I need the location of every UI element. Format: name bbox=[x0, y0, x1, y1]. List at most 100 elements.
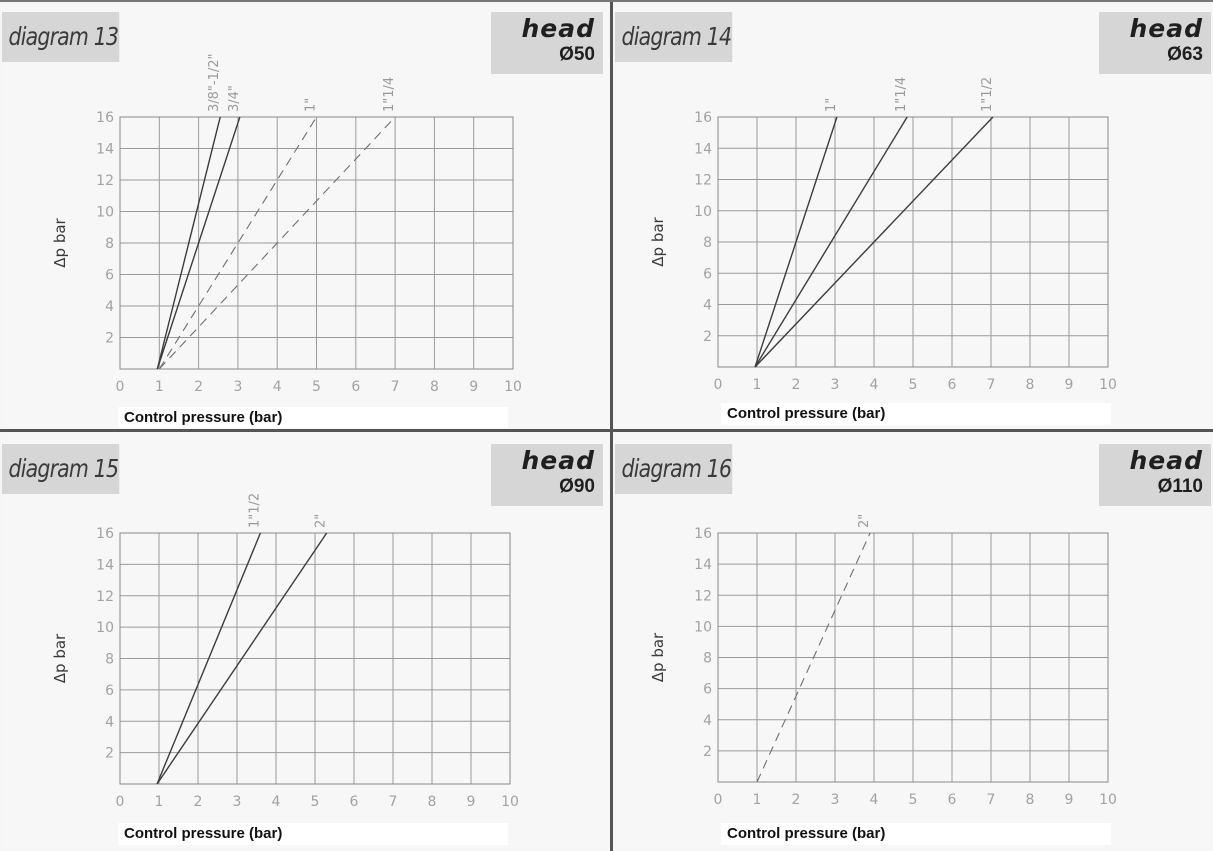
y-tick-label: 12 bbox=[96, 589, 114, 605]
x-tick-label: 4 bbox=[272, 794, 281, 810]
x-tick-label: 3 bbox=[831, 377, 840, 393]
head-word: head bbox=[521, 446, 595, 475]
x-tick-label: 7 bbox=[391, 379, 400, 395]
y-tick-label: 6 bbox=[105, 268, 114, 284]
y-axis-label: Δp bar bbox=[649, 632, 667, 682]
y-tick-label: 10 bbox=[96, 620, 114, 636]
y-tick-label: 16 bbox=[96, 526, 114, 542]
y-tick-label: 4 bbox=[703, 298, 712, 314]
x-tick-label: 10 bbox=[501, 794, 519, 810]
diagram-14-panel: diagram 14 head Ø63 0 1 2 3 4 5 6 7 8 9 10 2 4 6 8 10 12… bbox=[615, 2, 1211, 428]
x-tick-label: 1 bbox=[753, 377, 762, 393]
y-tick-label: 10 bbox=[96, 205, 114, 221]
y-tick-label: 14 bbox=[694, 141, 712, 157]
x-tick-label: 2 bbox=[792, 377, 801, 393]
y-tick-label: 14 bbox=[96, 557, 114, 573]
x-tick-label: 2 bbox=[194, 379, 203, 395]
series-label: 1"1/2 bbox=[980, 77, 995, 112]
series-line bbox=[156, 532, 262, 785]
head-word: head bbox=[1129, 14, 1203, 43]
diagram-13-panel: diagram 13 head Ø50 0 1 2 3 4 5 6 7 8 9 10 2 4 6 8 10 12… bbox=[2, 2, 609, 428]
x-tick-label: 8 bbox=[430, 379, 439, 395]
x-tick-label: 3 bbox=[233, 379, 242, 395]
x-tick-label: 3 bbox=[233, 794, 242, 810]
series-label: 2" bbox=[314, 514, 329, 528]
head-word: head bbox=[1129, 446, 1203, 475]
x-tick-label: 2 bbox=[792, 792, 801, 808]
x-tick-label: 6 bbox=[350, 794, 359, 810]
x-tick-label: 4 bbox=[273, 379, 282, 395]
y-tick-label: 16 bbox=[694, 526, 712, 542]
x-tick-label: 2 bbox=[194, 794, 203, 810]
y-tick-label: 2 bbox=[105, 746, 114, 762]
x-tick-label: 5 bbox=[311, 794, 320, 810]
x-tick-label: 9 bbox=[469, 379, 478, 395]
x-axis-label: Control pressure (bar) bbox=[721, 823, 1111, 845]
series-label: 2" bbox=[857, 514, 872, 528]
x-tick-label: 9 bbox=[1065, 792, 1074, 808]
x-tick-label: 5 bbox=[312, 379, 321, 395]
x-tick-label: 9 bbox=[467, 794, 476, 810]
series-label: 1"1/2 bbox=[247, 493, 262, 528]
x-axis-label: Control pressure (bar) bbox=[118, 407, 508, 428]
x-tick-label: 0 bbox=[116, 379, 125, 395]
y-tick-label: 4 bbox=[105, 299, 114, 315]
y-tick-label: 8 bbox=[105, 652, 114, 668]
y-tick-label: 8 bbox=[105, 236, 114, 252]
series-line bbox=[156, 116, 241, 370]
series-line bbox=[156, 532, 328, 785]
head-badge: head Ø110 bbox=[1099, 444, 1211, 506]
series-label: 1"1/4 bbox=[382, 77, 397, 112]
y-tick-label: 4 bbox=[703, 713, 712, 729]
series-label: 3/8"-1/2" bbox=[207, 54, 222, 113]
y-tick-label: 8 bbox=[703, 651, 712, 667]
x-tick-label: 10 bbox=[504, 379, 522, 395]
x-tick-label: 4 bbox=[870, 377, 879, 393]
y-tick-label: 10 bbox=[694, 204, 712, 220]
vertical-divider bbox=[610, 0, 613, 851]
y-tick-label: 4 bbox=[105, 714, 114, 730]
x-tick-label: 0 bbox=[116, 794, 125, 810]
series-line bbox=[158, 116, 317, 370]
x-tick-label: 1 bbox=[155, 379, 164, 395]
y-tick-label: 12 bbox=[694, 173, 712, 189]
diagram-title: diagram 14 bbox=[615, 12, 733, 62]
x-tick-label: 10 bbox=[1099, 792, 1117, 808]
x-tick-label: 6 bbox=[948, 377, 957, 393]
x-tick-label: 6 bbox=[351, 379, 360, 395]
diagram-title: diagram 16 bbox=[615, 444, 733, 494]
x-tick-label: 7 bbox=[987, 792, 996, 808]
y-axis-label: Δp bar bbox=[51, 217, 69, 267]
x-tick-label: 5 bbox=[909, 792, 918, 808]
x-tick-label: 5 bbox=[909, 377, 918, 393]
series-label: 1"1/4 bbox=[894, 77, 909, 112]
x-tick-label: 0 bbox=[714, 792, 723, 808]
y-tick-label: 6 bbox=[703, 682, 712, 698]
series-line bbox=[158, 116, 396, 370]
diagram-title: diagram 13 bbox=[2, 12, 120, 62]
series-line bbox=[754, 116, 838, 368]
plot-frame bbox=[119, 532, 511, 785]
y-tick-label: 2 bbox=[703, 744, 712, 760]
y-tick-label: 12 bbox=[96, 173, 114, 189]
x-tick-label: 9 bbox=[1065, 377, 1074, 393]
y-tick-label: 12 bbox=[694, 588, 712, 604]
y-tick-label: 16 bbox=[694, 110, 712, 126]
head-diameter: Ø50 bbox=[559, 44, 595, 65]
head-word: head bbox=[521, 14, 595, 43]
plot-frame bbox=[717, 116, 1109, 368]
y-axis-label: Δp bar bbox=[649, 216, 667, 266]
diagram-title: diagram 15 bbox=[2, 444, 120, 494]
x-tick-label: 4 bbox=[870, 792, 879, 808]
x-axis-label: Control pressure (bar) bbox=[721, 403, 1111, 425]
head-badge: head Ø90 bbox=[491, 444, 603, 506]
y-tick-label: 14 bbox=[694, 557, 712, 573]
x-tick-label: 7 bbox=[389, 794, 398, 810]
plot-frame bbox=[717, 532, 1109, 783]
top-border bbox=[0, 0, 1213, 2]
x-tick-label: 8 bbox=[1026, 377, 1035, 393]
series-line bbox=[754, 116, 908, 368]
